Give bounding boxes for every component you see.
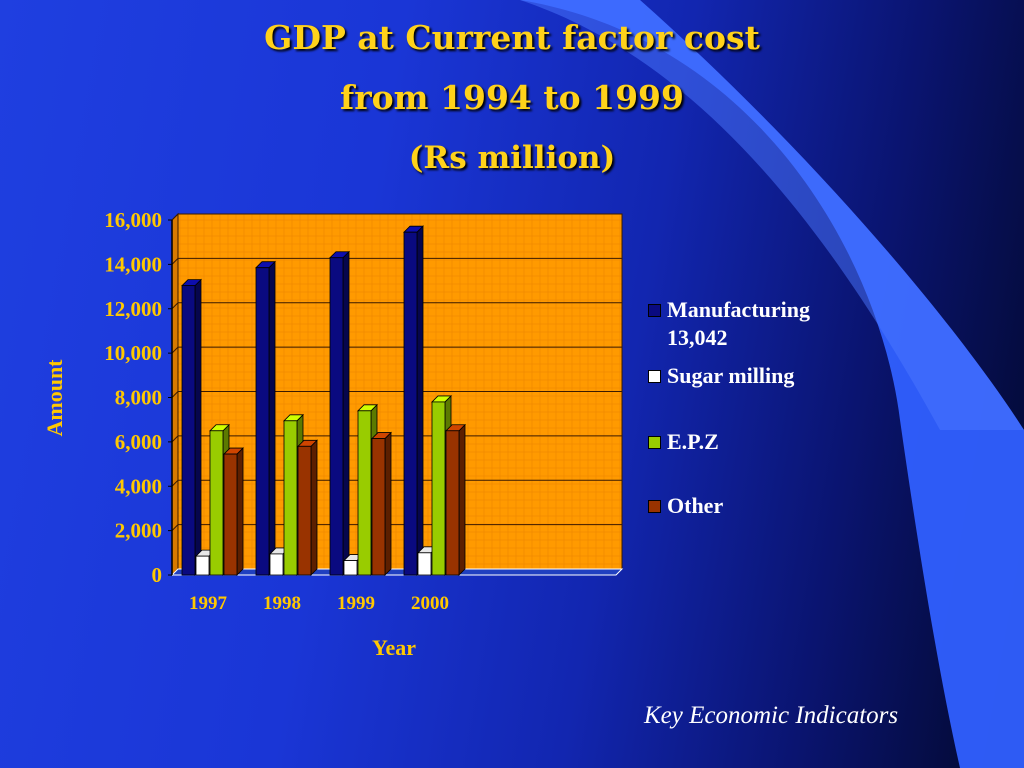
bar-side	[342, 250, 350, 576]
bar	[431, 401, 446, 576]
bar	[357, 410, 372, 576]
x-tick-label: 1998	[263, 593, 301, 614]
bar-side	[384, 431, 392, 576]
bar	[445, 430, 460, 576]
legend-item-epz: E.P.Z	[648, 428, 867, 456]
bar	[343, 560, 358, 576]
y-tick-label: 12,000	[104, 297, 162, 321]
gridline-diagonal	[171, 258, 179, 265]
y-tick-label: 6,000	[115, 430, 162, 454]
bar	[329, 257, 344, 576]
legend-label-sugar-milling: Sugar milling	[667, 363, 795, 388]
x-tick-label: 1999	[337, 593, 375, 614]
legend-label-other: Other	[667, 493, 724, 518]
y-tick-label: 0	[152, 563, 163, 587]
y-axis-ticks: 0 2,000 4,000 6,000 8,000 10,000 12,000 14,000 1…	[104, 208, 173, 587]
bar-side	[236, 447, 244, 576]
legend-swatch-sugar-milling	[648, 370, 661, 383]
bar	[403, 231, 418, 576]
y-tick-label: 14,000	[104, 252, 162, 276]
gridline-diagonal	[171, 302, 179, 310]
bar-side	[458, 423, 466, 576]
bar	[209, 430, 224, 576]
bar	[417, 552, 432, 576]
bar-side	[310, 439, 318, 576]
gridline-diagonal	[171, 524, 179, 531]
x-tick-label: 1997	[189, 593, 228, 614]
bar-side	[194, 278, 202, 576]
gridline-diagonal	[171, 391, 179, 398]
bar	[371, 438, 386, 576]
gridline-diagonal	[171, 213, 179, 221]
bar-side	[416, 225, 424, 576]
bar-side	[268, 260, 276, 576]
y-tick-label: 16,000	[104, 208, 162, 232]
legend-item-sugar-milling: Sugar milling	[648, 362, 867, 390]
bar	[195, 555, 210, 576]
y-tick-label: 4,000	[115, 474, 162, 498]
legend-label-epz: E.P.Z	[667, 429, 719, 454]
bar	[255, 267, 270, 576]
bars	[181, 225, 466, 576]
slide-title-line-2: from 1994 to 1999	[340, 78, 684, 117]
bar	[181, 285, 196, 576]
y-tick-label: 2,000	[115, 519, 162, 543]
legend-swatch-manufacturing	[648, 304, 661, 317]
legend-item-other: Other	[648, 492, 867, 520]
gridline-diagonal	[171, 479, 179, 487]
y-tick-label: 10,000	[104, 341, 162, 365]
slide-title-line-3: (Rs million)	[408, 140, 616, 176]
x-tick-label: 2000	[411, 593, 449, 614]
gridline-diagonal	[171, 346, 179, 354]
bar	[223, 453, 238, 576]
y-tick-label: 8,000	[115, 386, 162, 410]
bar	[297, 445, 312, 576]
bar	[283, 420, 298, 576]
legend-swatch-epz	[648, 436, 661, 449]
footer-caption: Key Economic Indicators	[644, 702, 899, 729]
x-axis-ticks: 1997 1998 1999 2000	[189, 593, 449, 614]
gridlines	[171, 213, 622, 531]
x-axis-title: Year	[372, 635, 416, 660]
slide-title-line-1: GDP at Current factor cost	[264, 18, 760, 57]
y-axis-title: Amount	[42, 359, 67, 437]
legend-item-manufacturing: Manufacturing 13,042	[648, 296, 867, 352]
gridline-diagonal	[171, 435, 179, 443]
legend-label-manufacturing: Manufacturing 13,042	[667, 297, 810, 350]
legend-swatch-other	[648, 500, 661, 513]
bar	[269, 553, 284, 576]
